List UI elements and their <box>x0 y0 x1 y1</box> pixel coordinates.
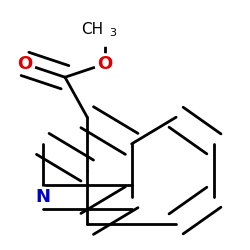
Circle shape <box>33 187 53 207</box>
Circle shape <box>90 15 120 46</box>
Text: O: O <box>18 55 32 73</box>
Text: N: N <box>35 188 50 206</box>
Circle shape <box>95 54 115 74</box>
Circle shape <box>15 54 35 74</box>
Text: 3: 3 <box>110 28 116 38</box>
Text: CH: CH <box>81 22 103 37</box>
Text: O: O <box>98 55 112 73</box>
